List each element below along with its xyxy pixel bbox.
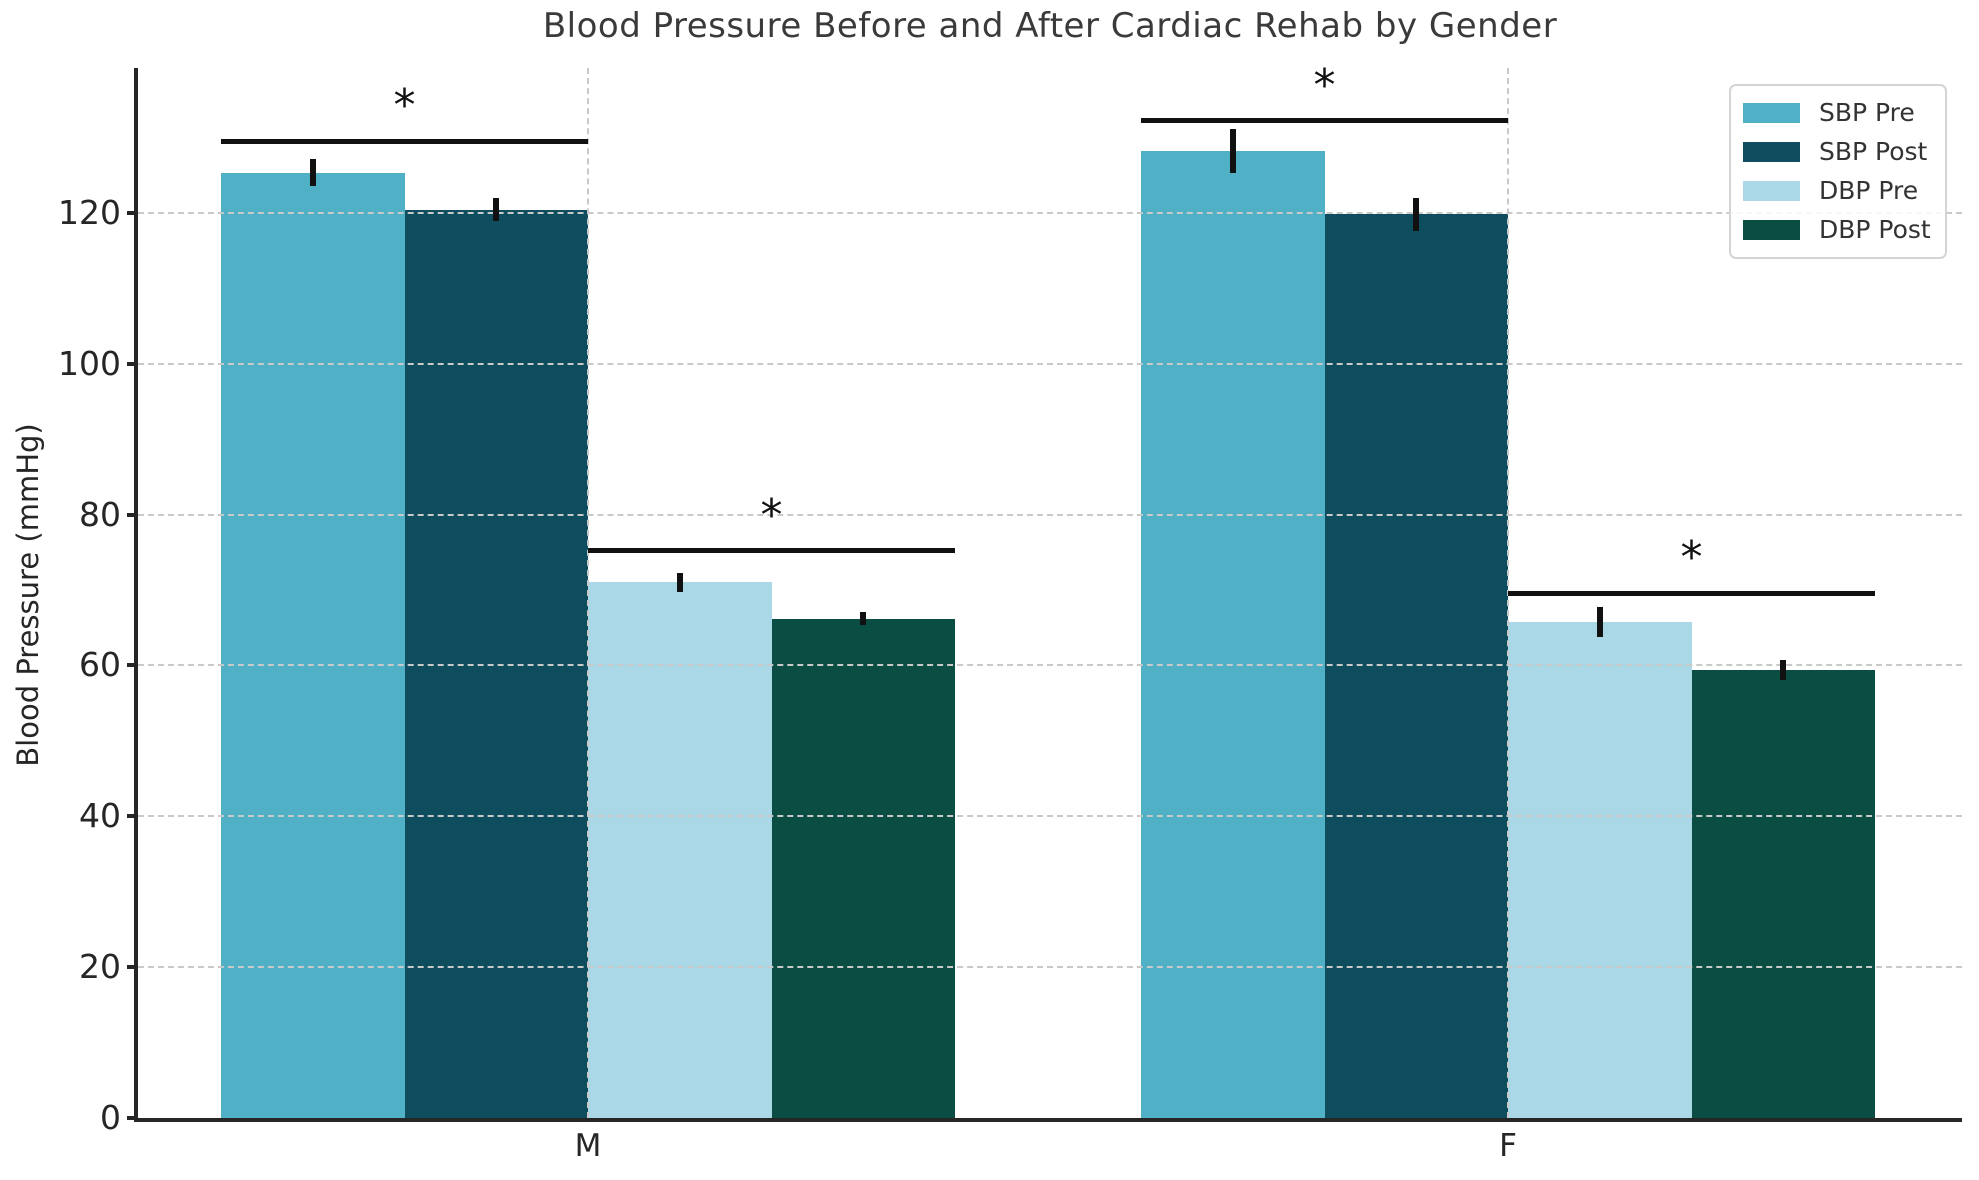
bar-sbp-pre-m: [221, 172, 405, 1118]
y-axis-spine: [134, 68, 138, 1122]
y-tick-mark: [127, 814, 138, 819]
gridline-h-120: [138, 211, 1962, 214]
errorbar-sbp-pre-f: [1229, 129, 1236, 173]
y-tick-label: 0: [100, 1098, 121, 1137]
y-tick-mark: [127, 361, 138, 366]
legend-label-dbp-pre: DBP Pre: [1819, 176, 1919, 205]
y-tick-mark: [127, 663, 138, 668]
bar-dbp-pre-m: [588, 582, 772, 1118]
bar-dbp-post-m: [771, 618, 955, 1118]
significance-line-f-sbp: [1141, 118, 1508, 124]
legend-swatch-dbp-pre: [1743, 180, 1800, 201]
x-tick-label-m: M: [574, 1128, 602, 1164]
y-tick-mark: [127, 512, 138, 517]
y-tick-label: 100: [58, 343, 121, 383]
x-tick-label-f: F: [1499, 1128, 1517, 1164]
legend-swatch-dbp-post: [1743, 219, 1800, 240]
legend-item-dbp-pre: DBP Pre: [1731, 171, 1945, 210]
y-tick-label: 80: [79, 494, 121, 534]
bar-sbp-pre-f: [1141, 150, 1325, 1118]
gridline-h-100: [138, 362, 1962, 365]
errorbar-dbp-post-m: [860, 611, 867, 626]
legend-item-sbp-pre: SBP Pre: [1731, 93, 1945, 132]
legend-item-sbp-post: SBP Post: [1731, 132, 1945, 171]
errorbar-sbp-post-m: [493, 198, 500, 222]
y-tick-label: 60: [79, 645, 121, 685]
gridline-h-60: [138, 664, 1962, 667]
significance-star-f-dbp: *: [1680, 532, 1703, 583]
legend-swatch-sbp-pre: [1743, 102, 1800, 123]
legend: SBP Pre SBP Post DBP Pre DBP Post: [1729, 84, 1947, 259]
errorbar-dbp-post-f: [1780, 660, 1787, 680]
errorbar-dbp-pre-m: [676, 572, 683, 593]
bar-dbp-pre-f: [1508, 621, 1692, 1118]
legend-label-sbp-pre: SBP Pre: [1819, 98, 1915, 127]
y-tick-label: 120: [58, 192, 121, 232]
y-tick-label: 20: [79, 947, 121, 987]
significance-line-m-sbp: [221, 138, 588, 144]
significance-line-f-dbp: [1508, 590, 1875, 596]
significance-star-m-sbp: *: [393, 80, 416, 132]
y-tick-mark: [127, 965, 138, 970]
y-tick-label: 40: [79, 796, 121, 836]
significance-star-f-sbp: *: [1313, 59, 1336, 111]
legend-item-dbp-post: DBP Post: [1731, 210, 1945, 249]
y-tick-mark: [127, 210, 138, 215]
gridline-h-80: [138, 513, 1962, 516]
significance-star-m-dbp: *: [760, 489, 783, 541]
legend-swatch-sbp-post: [1743, 141, 1800, 162]
errorbar-sbp-post-f: [1413, 197, 1420, 231]
errorbar-dbp-pre-f: [1596, 606, 1603, 637]
bar-dbp-post-f: [1691, 669, 1875, 1118]
errorbar-sbp-pre-m: [309, 159, 316, 187]
gridline-h-20: [138, 966, 1962, 969]
legend-label-dbp-post: DBP Post: [1819, 215, 1931, 244]
y-tick-mark: [127, 1116, 138, 1120]
x-axis-spine: [134, 1118, 1962, 1122]
chart-title: Blood Pressure Before and After Cardiac …: [542, 6, 1558, 46]
gridline-h-40: [138, 815, 1962, 818]
significance-line-m-dbp: [588, 548, 955, 554]
y-axis-label: Blood Pressure (mmHg): [11, 423, 45, 767]
legend-label-sbp-post: SBP Post: [1819, 137, 1928, 166]
gridline-v-m: [587, 68, 589, 1118]
